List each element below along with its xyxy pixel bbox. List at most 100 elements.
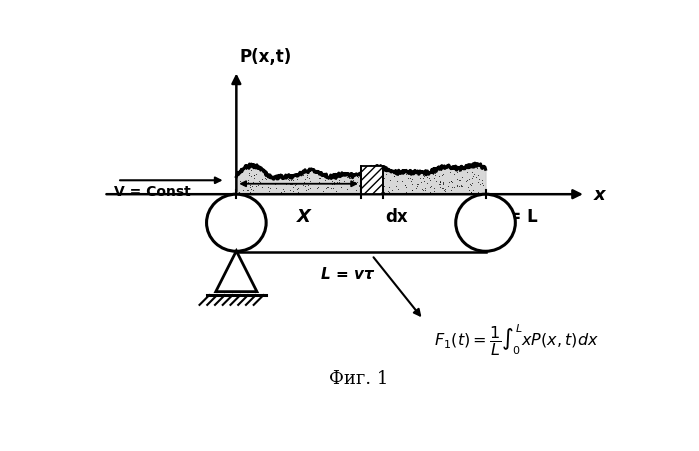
- Point: [448, 184, 459, 192]
- Point: [400, 182, 411, 189]
- Point: [448, 170, 459, 178]
- Point: [246, 183, 257, 190]
- Point: [353, 174, 364, 181]
- Point: [288, 184, 299, 191]
- Bar: [361, 167, 382, 195]
- Point: [453, 177, 464, 184]
- Point: [248, 172, 259, 179]
- Point: [390, 183, 401, 190]
- Point: [434, 179, 445, 186]
- Text: P(x,t): P(x,t): [239, 48, 291, 66]
- Point: [368, 184, 379, 192]
- Point: [452, 190, 463, 198]
- Point: [470, 175, 482, 182]
- Point: [278, 186, 289, 193]
- Point: [354, 184, 365, 191]
- Point: [473, 172, 484, 179]
- Point: [412, 170, 423, 177]
- Point: [297, 181, 308, 189]
- Point: [451, 183, 462, 190]
- Point: [338, 172, 350, 179]
- Point: [411, 183, 422, 190]
- Point: [353, 182, 364, 189]
- Point: [468, 171, 480, 178]
- Point: [437, 179, 448, 187]
- Point: [364, 179, 375, 187]
- Point: [412, 181, 424, 188]
- Point: [350, 179, 361, 187]
- Point: [233, 189, 245, 196]
- Point: [400, 189, 411, 196]
- Point: [352, 179, 363, 186]
- Point: [445, 169, 456, 176]
- Point: [251, 183, 262, 190]
- Point: [273, 176, 284, 184]
- Point: [434, 181, 445, 188]
- Point: [287, 177, 298, 184]
- Point: [311, 185, 322, 193]
- Point: [284, 187, 296, 194]
- Point: [356, 179, 367, 186]
- Point: [322, 176, 333, 183]
- Point: [391, 178, 403, 185]
- Point: [410, 185, 421, 192]
- Point: [349, 179, 360, 186]
- Point: [359, 172, 370, 179]
- Point: [428, 185, 439, 192]
- Point: [360, 179, 371, 187]
- Point: [433, 181, 445, 188]
- Point: [359, 170, 370, 177]
- Point: [465, 181, 476, 188]
- Point: [245, 182, 256, 189]
- Point: [419, 173, 430, 180]
- Point: [247, 179, 259, 186]
- Point: [237, 182, 248, 189]
- Point: [368, 189, 380, 196]
- Point: [234, 178, 245, 185]
- Point: [333, 179, 344, 187]
- Text: V = Const: V = Const: [115, 184, 192, 198]
- Ellipse shape: [456, 195, 515, 252]
- Point: [361, 172, 372, 179]
- Point: [286, 181, 297, 188]
- Point: [376, 165, 387, 172]
- Point: [280, 175, 291, 183]
- Point: [402, 175, 413, 183]
- Point: [341, 174, 352, 181]
- Point: [472, 189, 483, 196]
- Text: Фиг. 1: Фиг. 1: [329, 369, 388, 387]
- Point: [409, 170, 420, 177]
- Point: [462, 170, 473, 177]
- Point: [323, 180, 334, 188]
- Point: [365, 176, 376, 183]
- Point: [415, 179, 426, 186]
- Point: [440, 186, 451, 193]
- Point: [345, 180, 356, 188]
- Point: [281, 190, 292, 198]
- Point: [359, 170, 370, 177]
- Point: [446, 187, 457, 194]
- Point: [375, 189, 387, 196]
- Point: [356, 184, 368, 191]
- Point: [303, 175, 315, 182]
- Point: [403, 189, 415, 197]
- Point: [245, 189, 256, 197]
- Point: [424, 189, 435, 196]
- Point: [444, 179, 455, 186]
- Point: [374, 179, 385, 186]
- Point: [292, 189, 303, 197]
- Point: [259, 173, 271, 180]
- Point: [363, 184, 374, 191]
- Point: [354, 186, 366, 193]
- Point: [468, 173, 479, 180]
- Point: [477, 180, 488, 188]
- Point: [244, 170, 255, 178]
- Point: [466, 189, 477, 196]
- Point: [447, 179, 458, 186]
- Point: [370, 176, 381, 184]
- Point: [421, 174, 433, 181]
- Point: [303, 182, 314, 189]
- Point: [428, 188, 439, 195]
- Point: [362, 190, 373, 197]
- Point: [456, 174, 468, 181]
